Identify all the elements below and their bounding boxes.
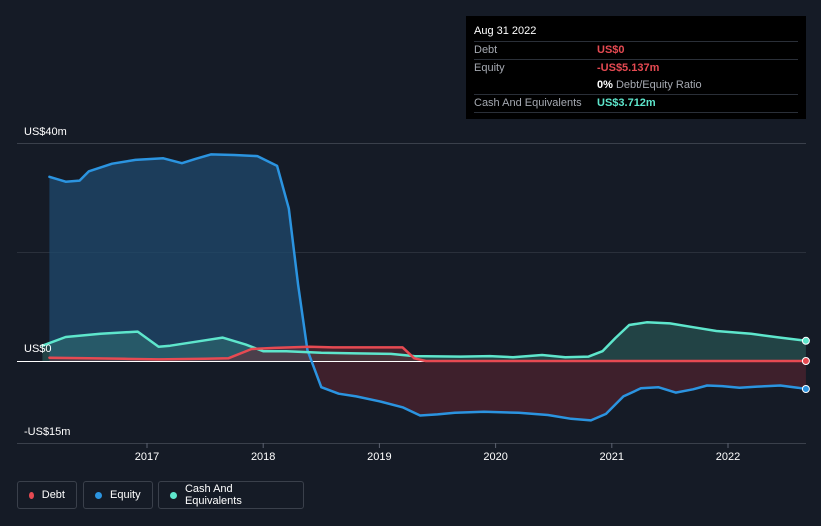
tooltip-debt-value: US$0 [597,44,625,56]
equity-area-negative [49,361,806,421]
cash-dot-icon [170,491,177,499]
y-axis-top-label: US$40m [24,126,67,138]
debt-line [48,345,808,363]
equity-area-positive [49,154,806,361]
equity-dot-icon [95,491,102,499]
tooltip-ratio-value: 0% [597,79,613,91]
x-tick-label: 2018 [250,451,276,463]
equity-end-point [801,385,810,393]
tooltip-cash-value: US$3.712m [597,97,656,109]
x-tick-label: 2022 [715,451,741,463]
tooltip-panel: Aug 31 2022 Debt US$0 Equity -US$5.137m … [466,16,806,119]
legend-equity-label: Equity [110,489,141,501]
tooltip-debt-row: Debt US$0 [474,41,798,59]
tooltip-cash-row: Cash And Equivalents US$3.712m [474,94,798,112]
legend-cash[interactable]: Cash And Equivalents [158,481,304,509]
tooltip-date: Aug 31 2022 [474,25,537,37]
tooltip-ratio-label: Debt/Equity Ratio [615,79,702,91]
x-tick-label: 2021 [599,451,625,463]
tooltip-ratio-row: 0% Debt/Equity Ratio [474,77,798,94]
x-tick-label: 2020 [483,451,508,463]
cash-and-equivalents-end-point [801,336,810,345]
x-tick-label: 2017 [134,451,160,463]
debt-end-point [801,357,810,365]
tooltip-equity-value: -US$5.137m [597,62,660,74]
legend-debt-label: Debt [41,489,65,501]
tooltip-cash-label: Cash And Equivalents [474,97,582,109]
legend-equity[interactable]: Equity [83,481,153,509]
cash-and-equivalents-line [41,321,808,359]
legend-debt[interactable]: Debt [17,481,77,509]
cash-and-equivalents-area [42,322,806,361]
debt-area [49,346,806,361]
tooltip-equity-label: Equity [474,62,505,74]
y-axis-bottom-label: -US$15m [24,426,71,438]
x-tick-label: 2019 [367,451,392,463]
debt-dot-icon [29,491,34,499]
tooltip-debt-label: Debt [474,44,498,56]
legend-cash-label: Cash And Equivalents [184,483,242,507]
y-axis-zero-label: US$0 [24,343,52,355]
tooltip-equity-row: Equity -US$5.137m [474,59,798,77]
equity-line [48,153,808,422]
